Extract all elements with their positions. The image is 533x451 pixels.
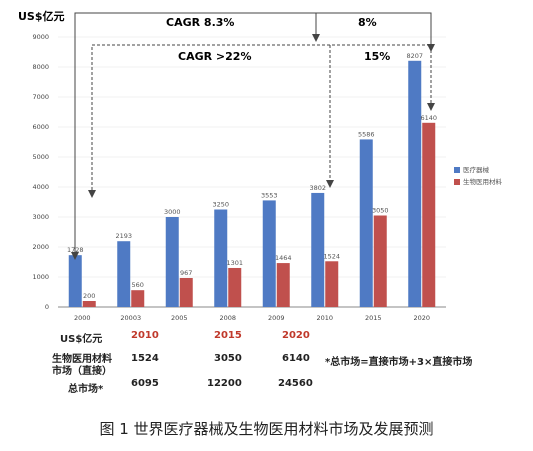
data-label: 3802 — [309, 184, 326, 192]
y-tick-label: 1000 — [32, 273, 49, 281]
data-label: 1301 — [226, 259, 243, 267]
data-label: 3000 — [164, 208, 181, 216]
table-unit-label: US$亿元 — [60, 334, 103, 345]
cagr-all-label: CAGR 8.3% — [166, 16, 234, 29]
table-bio-label-line1: 生物医用材料 — [52, 354, 112, 365]
table-footnote: *总市场=直接市场+3×直接市场 — [325, 357, 473, 368]
cagr-brackets — [74, 12, 432, 258]
x-tick-label: 2015 — [365, 314, 382, 322]
bars: 1728200219356030009673250130135531464380… — [67, 52, 437, 307]
table-total-2015: 12200 — [207, 378, 242, 389]
bar-device — [311, 192, 325, 307]
y-tick-label: 9000 — [32, 33, 49, 41]
bar-biomaterial — [325, 261, 339, 307]
table-year-2010: 2010 — [131, 330, 159, 341]
data-label: 2193 — [115, 232, 132, 240]
bar-chart: US$亿元 0 1000 2000 3000 4000 5000 6000 7000 8000 9… — [18, 9, 503, 322]
bar-biomaterial — [82, 301, 96, 307]
bar-device — [359, 139, 373, 307]
legend-swatch — [454, 179, 460, 185]
bar-device — [165, 217, 179, 307]
y-tick-label: 7000 — [32, 93, 49, 101]
y-tick-label: 3000 — [32, 213, 49, 221]
bar-biomaterial — [373, 215, 387, 307]
table-total-2010: 6095 — [131, 378, 159, 389]
cagr-all-future-label: 8% — [358, 16, 377, 29]
y-tick-label: 4000 — [32, 183, 49, 191]
y-tick-label: 2000 — [32, 243, 49, 251]
cagr-bio-label: CAGR >22% — [178, 50, 251, 63]
legend-label: 医疗器械 — [463, 165, 490, 174]
table-bio-label-line2: 市场（直接） — [52, 366, 112, 377]
data-label: 1464 — [275, 254, 292, 262]
table-year-2015: 2015 — [214, 330, 242, 341]
cagr-bio-future-label: 15% — [364, 50, 390, 63]
data-label: 1524 — [323, 252, 340, 260]
data-label: 560 — [132, 281, 144, 289]
data-label: 6140 — [420, 114, 437, 122]
data-label: 200 — [83, 292, 95, 300]
x-tick-label: 2005 — [171, 314, 188, 322]
legend-label: 生物医用材料 — [463, 177, 503, 186]
bar-device — [262, 200, 276, 307]
y-axis-label: US$亿元 — [18, 9, 65, 23]
bar-device — [214, 209, 228, 307]
data-label: 8207 — [406, 52, 423, 60]
table-total-2020: 24560 — [278, 378, 313, 389]
bar-biomaterial — [131, 290, 145, 307]
x-axis: 2000 20003 2005 2008 2009 2010 2015 2020 — [74, 314, 430, 322]
arrowheads — [71, 34, 435, 260]
cagr-bio-bracket — [91, 44, 431, 195]
data-label: 967 — [180, 269, 192, 277]
data-label: 3553 — [261, 191, 278, 199]
data-label: 3250 — [212, 201, 229, 209]
y-tick-label: 0 — [45, 303, 49, 311]
x-tick-label: 2020 — [413, 314, 430, 322]
bar-device — [117, 241, 131, 307]
y-tick-label: 6000 — [32, 123, 49, 131]
table-total-label: 总市场* — [68, 384, 104, 395]
cagr-all-bracket — [74, 12, 432, 258]
x-tick-label: 2008 — [219, 314, 236, 322]
table-year-2020: 2020 — [282, 330, 310, 341]
bar-device — [408, 60, 422, 307]
y-tick-label: 8000 — [32, 63, 49, 71]
data-label: 3050 — [372, 207, 389, 215]
x-tick-label: 2009 — [268, 314, 285, 322]
bar-biomaterial — [422, 122, 436, 307]
x-tick-label: 20003 — [120, 314, 141, 322]
bar-biomaterial — [276, 263, 290, 307]
legend-swatch — [454, 167, 460, 173]
x-tick-label: 2010 — [316, 314, 333, 322]
data-label: 5586 — [358, 130, 375, 138]
bar-device — [68, 255, 82, 307]
x-tick-label: 2000 — [74, 314, 91, 322]
bar-biomaterial — [228, 267, 242, 307]
figure-caption: 图 1 世界医疗器械及生物医用材料市场及发展预测 — [99, 420, 434, 438]
table-bio-2015: 3050 — [214, 353, 242, 364]
table-bio-2020: 6140 — [282, 353, 310, 364]
y-tick-label: 5000 — [32, 153, 49, 161]
table-bio-2010: 1524 — [131, 353, 159, 364]
bar-biomaterial — [179, 277, 193, 307]
